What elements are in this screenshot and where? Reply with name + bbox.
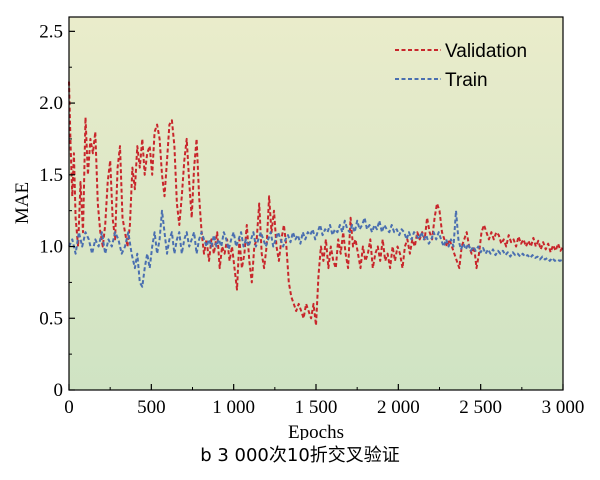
series-line-train [68, 209, 564, 288]
x-tick-label: 1 500 [295, 397, 338, 418]
x-tick-label: 0 [64, 397, 74, 418]
x-axis-title: Epochs [288, 422, 344, 440]
y-tick-label: 1.0 [39, 237, 63, 258]
y-tick-label: 2.5 [39, 21, 63, 42]
mae-line-chart: 0 500 1 000 1 500 2 000 2 500 3 000 0 0.5 1.0 1.5… [12, 16, 584, 440]
x-tick-label: 3 000 [542, 397, 585, 418]
figure-caption: b 3 000次10折交叉验证 [200, 445, 400, 466]
series-layer [68, 81, 564, 327]
y-tick-label: 2.0 [39, 93, 63, 114]
y-tick-label: 0.5 [39, 308, 63, 329]
y-tick-label: 0 [54, 380, 64, 401]
y-axis-title: MAE [12, 182, 33, 224]
series-line-validation [68, 81, 564, 327]
x-axis: 0 500 1 000 1 500 2 000 2 500 3 000 [64, 384, 584, 418]
legend-label-validation: Validation [445, 41, 527, 62]
x-tick-label: 500 [137, 397, 166, 418]
x-tick-label: 1 000 [212, 397, 255, 418]
plot-background [69, 17, 563, 390]
y-tick-label: 1.5 [39, 165, 63, 186]
legend: Validation Train [395, 41, 527, 91]
x-tick-label: 2 500 [459, 397, 502, 418]
y-axis: 0 0.5 1.0 1.5 2.0 2.5 [39, 21, 75, 401]
x-tick-label: 2 000 [377, 397, 420, 418]
legend-label-train: Train [445, 70, 488, 91]
